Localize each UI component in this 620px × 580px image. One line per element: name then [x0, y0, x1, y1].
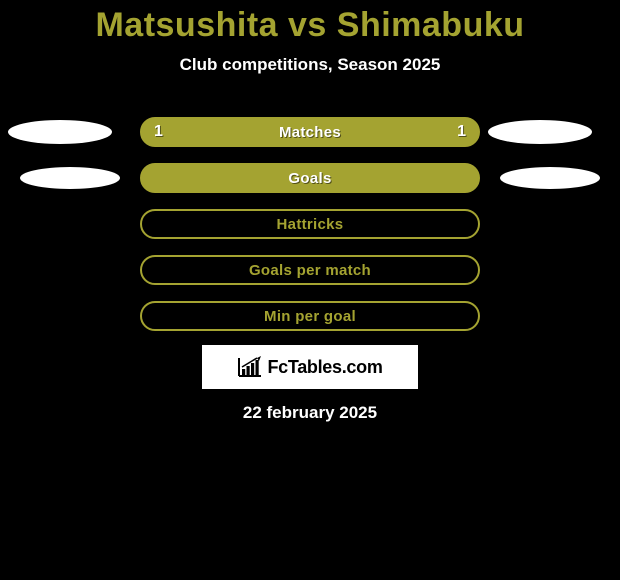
page-subtitle: Club competitions, Season 2025 [180, 55, 441, 75]
stat-label: Matches [279, 124, 341, 141]
stat-label: Goals per match [249, 262, 371, 279]
stat-rows: 1 Matches 1 Goals Hattricks Goals per match Mi… [0, 117, 620, 331]
stat-bar: Goals per match [140, 255, 480, 285]
date-label: 22 february 2025 [243, 403, 377, 423]
stat-value-right: 1 [457, 123, 466, 141]
stat-label: Hattricks [277, 216, 344, 233]
stat-bar: Hattricks [140, 209, 480, 239]
player-marker-right [500, 167, 600, 189]
logo-text: FcTables.com [267, 357, 382, 378]
stat-row: Goals [0, 163, 620, 193]
stat-bar: Min per goal [140, 301, 480, 331]
bar-chart-icon [237, 356, 263, 378]
stat-value-left: 1 [154, 123, 163, 141]
player-marker-left [20, 167, 120, 189]
stat-bar: 1 Matches 1 [140, 117, 480, 147]
page-title: Matsushita vs Shimabuku [95, 6, 524, 45]
player-marker-left [8, 120, 112, 144]
stat-label: Min per goal [264, 308, 356, 325]
stat-row: Hattricks [0, 209, 620, 239]
comparison-infographic: Matsushita vs Shimabuku Club competition… [0, 0, 620, 423]
stat-bar: Goals [140, 163, 480, 193]
stat-row: Min per goal [0, 301, 620, 331]
logo-badge: FcTables.com [202, 345, 418, 389]
stat-label: Goals [288, 170, 331, 187]
stat-row: Goals per match [0, 255, 620, 285]
stat-row: 1 Matches 1 [0, 117, 620, 147]
player-marker-right [488, 120, 592, 144]
